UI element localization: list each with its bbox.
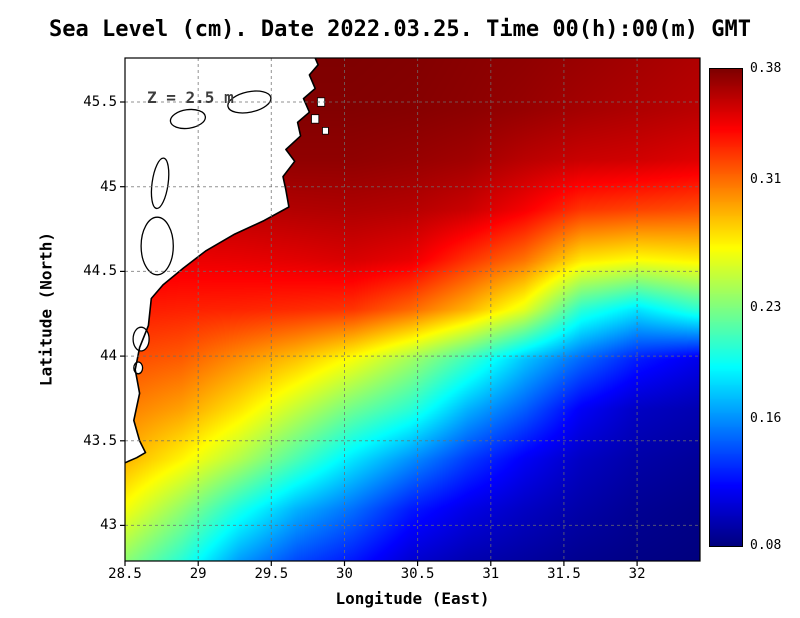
chart-title: Sea Level (cm). Date 2022.03.25. Time 00…: [49, 17, 751, 42]
x-tick-label: 29.5: [254, 566, 289, 582]
y-tick-label: 45: [100, 178, 117, 195]
y-tick-label: 43: [100, 517, 117, 534]
colorbar: [709, 68, 743, 547]
heatmap-canvas: [125, 58, 700, 561]
x-axis-label: Longitude (East): [335, 589, 490, 608]
depth-annotation: Z = 2.5 m: [147, 88, 234, 107]
x-tick-label: 30: [336, 566, 353, 582]
x-tick-label: 31: [482, 566, 500, 582]
colorbar-tick-label: 0.23: [750, 299, 782, 315]
x-tick-label: 29: [189, 566, 207, 582]
y-tick-label: 45.5: [83, 94, 117, 111]
colorbar-tick-label: 0.16: [750, 410, 782, 426]
colorbar-tick-label: 0.31: [750, 172, 782, 188]
y-tick-label: 44: [100, 348, 117, 365]
x-tick-label: 28.5: [108, 566, 142, 582]
y-tick-label: 44.5: [83, 263, 117, 280]
x-tick-label: 32: [628, 566, 646, 582]
x-tick-label: 30.5: [400, 566, 435, 582]
y-axis-label: Latitude (North): [36, 231, 56, 387]
y-tick-label: 43.5: [83, 432, 117, 449]
x-tick-label: 31.5: [547, 566, 581, 582]
colorbar-tick-label: 0.38: [750, 61, 782, 76]
colorbar-tick-label: 0.08: [750, 538, 782, 553]
